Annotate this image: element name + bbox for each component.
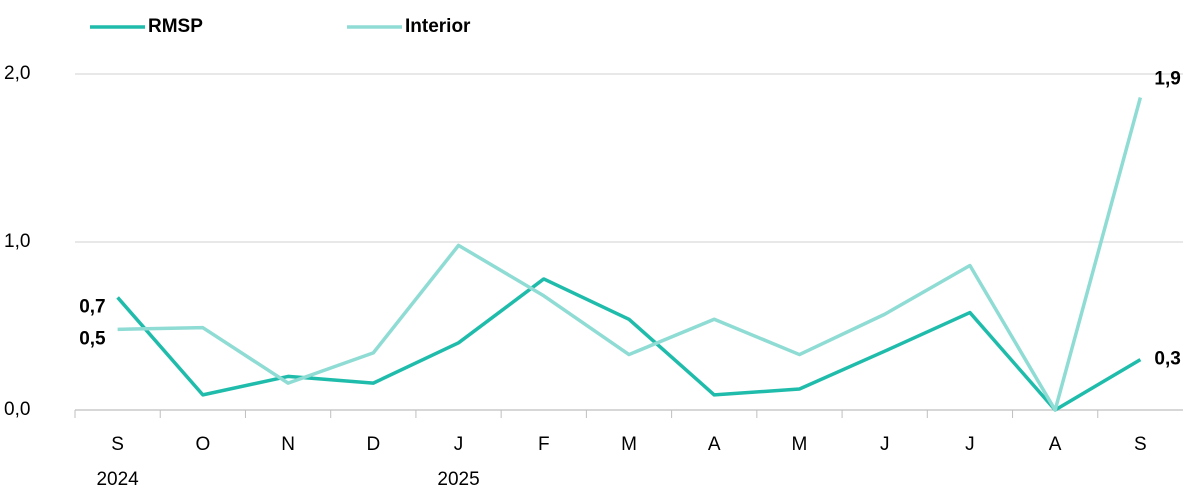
series-line [117,97,1143,412]
x-tick-label: M [792,434,808,455]
x-tick-label: S [111,434,124,455]
x-year-label: 2025 [437,469,479,489]
x-tick-label: F [538,434,550,455]
y-tick-label: 0,0 [4,399,30,420]
data-label: 1,9 [1154,69,1180,90]
x-tick-label: A [1049,434,1062,455]
x-tick-label: S [1134,434,1147,455]
x-tick-label: J [965,434,975,455]
data-label: 0,3 [1154,349,1180,370]
y-tick-label: 1,0 [4,231,30,252]
x-tick-label: M [621,434,637,455]
data-label: 0,7 [79,296,105,317]
x-tick-label: A [708,434,721,455]
x-tick-label: D [366,434,380,455]
x-year-label: 2024 [96,469,139,489]
x-tick-label: J [454,434,464,455]
y-tick-label: 2,0 [4,63,30,84]
series-line [116,277,1142,412]
x-tick-label: N [281,434,295,455]
legend-label: Interior [405,16,471,37]
x-tick-label: O [195,434,210,455]
legend-label: RMSP [148,16,203,37]
data-label: 0,5 [79,328,106,349]
x-tick-label: J [880,434,890,455]
